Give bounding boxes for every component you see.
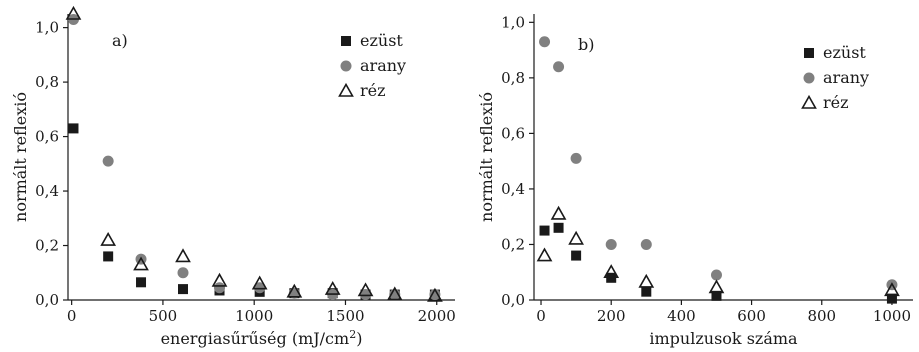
- data-point: [539, 36, 551, 48]
- data-point: [65, 5, 82, 20]
- data-point: [886, 293, 897, 304]
- panel-label: b): [578, 35, 594, 54]
- series-circle: [539, 36, 898, 291]
- data-point: [133, 256, 149, 271]
- y-tick-label: 0,2: [35, 237, 59, 255]
- data-point: [553, 222, 564, 233]
- x-tick-label: 400: [667, 307, 696, 325]
- legend-label: arany: [360, 56, 406, 75]
- data-point: [251, 275, 268, 290]
- y-tick-label: 0,8: [501, 69, 525, 87]
- data-point: [536, 247, 553, 262]
- data-point: [640, 238, 652, 250]
- data-point: [286, 283, 303, 298]
- data-point: [386, 286, 403, 301]
- data-point: [357, 282, 374, 297]
- x-tick-label: 1000: [873, 307, 911, 325]
- data-point: [708, 279, 725, 294]
- data-point: [570, 152, 582, 164]
- legend-marker: [338, 82, 354, 97]
- data-point: [539, 225, 550, 236]
- data-point: [177, 267, 189, 279]
- x-tick-label: 0: [536, 307, 546, 325]
- data-point: [553, 61, 565, 73]
- data-point: [102, 155, 114, 167]
- data-point: [100, 231, 117, 246]
- data-point: [605, 238, 617, 250]
- y-tick-label: 0,0: [35, 291, 59, 309]
- legend-label: ezüst: [823, 43, 866, 62]
- legend: ezüst arany réz: [338, 31, 406, 100]
- data-point: [571, 250, 582, 261]
- data-point: [711, 290, 722, 301]
- data-point: [550, 205, 567, 220]
- series-triangle: [536, 205, 900, 297]
- x-axis-title: energiasűrűség (mJ/cm2): [161, 328, 363, 348]
- data-point: [254, 282, 266, 294]
- data-point: [427, 287, 443, 302]
- legend-label: réz: [823, 93, 849, 112]
- data-point: [324, 280, 341, 295]
- data-point: [136, 277, 147, 288]
- y-tick-label: 0,8: [35, 73, 59, 91]
- legend-label: ezüst: [360, 31, 403, 50]
- x-tick-label: 200: [597, 307, 626, 325]
- series-triangle: [65, 5, 443, 302]
- y-tick-label: 0,6: [35, 128, 59, 146]
- chart-panel-b: 0,0 0,2 0,4 0,6 0,8 1,0 0 200 400 600 800 1000 normá…: [477, 13, 913, 348]
- x-tick-label: 600: [737, 307, 766, 325]
- y-tick-label: 0,4: [35, 182, 59, 200]
- x-axis-title-superscript: 2: [349, 328, 356, 341]
- y-tick-label: 1,0: [501, 13, 525, 31]
- y-tick-label: 0,6: [501, 124, 525, 142]
- data-point: [884, 282, 900, 297]
- y-tick-label: 0,2: [501, 235, 525, 253]
- data-point: [68, 123, 79, 134]
- legend-marker: [341, 36, 351, 46]
- x-axis-title-close: ): [356, 329, 362, 348]
- data-point: [568, 230, 584, 245]
- y-axis-title: normált reflexió: [477, 92, 496, 222]
- x-axis-title-text: impulzusok száma: [649, 329, 798, 348]
- legend-marker: [803, 72, 815, 84]
- data-point: [175, 248, 191, 263]
- data-point: [638, 273, 655, 288]
- x-tick-label: 0: [67, 307, 77, 325]
- data-point: [360, 289, 372, 301]
- series-square: [539, 222, 897, 304]
- data-point: [429, 289, 441, 301]
- data-point: [603, 264, 620, 279]
- data-point: [641, 286, 652, 297]
- x-axis-title: impulzusok száma: [649, 329, 798, 348]
- legend-marker: [340, 60, 352, 72]
- y-axis-title: normált reflexió: [11, 92, 30, 222]
- data-point: [214, 282, 226, 294]
- x-tick-label: 800: [807, 307, 836, 325]
- data-point: [710, 269, 722, 281]
- legend: ezüst arany réz: [801, 43, 869, 112]
- x-tick-label: 500: [149, 307, 178, 325]
- chart-panel-a: 0,0 0,2 0,4 0,6 0,8 1,0 0 500 1000 1500 2000 normál…: [11, 5, 456, 348]
- y-tick-label: 1,0: [35, 19, 59, 37]
- y-tick-label: 0,4: [501, 180, 525, 198]
- x-axis-title-text: energiasűrűség (mJ/cm: [161, 329, 350, 348]
- data-point: [211, 272, 228, 287]
- x-tick-label: 1000: [235, 307, 273, 325]
- panel-label: a): [112, 31, 128, 50]
- y-tick-label: 0,0: [501, 291, 525, 309]
- legend-label: arany: [823, 68, 869, 87]
- data-point: [103, 251, 114, 262]
- series-square: [68, 123, 440, 300]
- legend-marker: [804, 48, 814, 58]
- data-point: [178, 284, 189, 295]
- x-tick-label: 2000: [418, 307, 456, 325]
- legend-label: réz: [360, 81, 386, 100]
- legend-marker: [801, 94, 817, 109]
- x-tick-label: 1500: [326, 307, 364, 325]
